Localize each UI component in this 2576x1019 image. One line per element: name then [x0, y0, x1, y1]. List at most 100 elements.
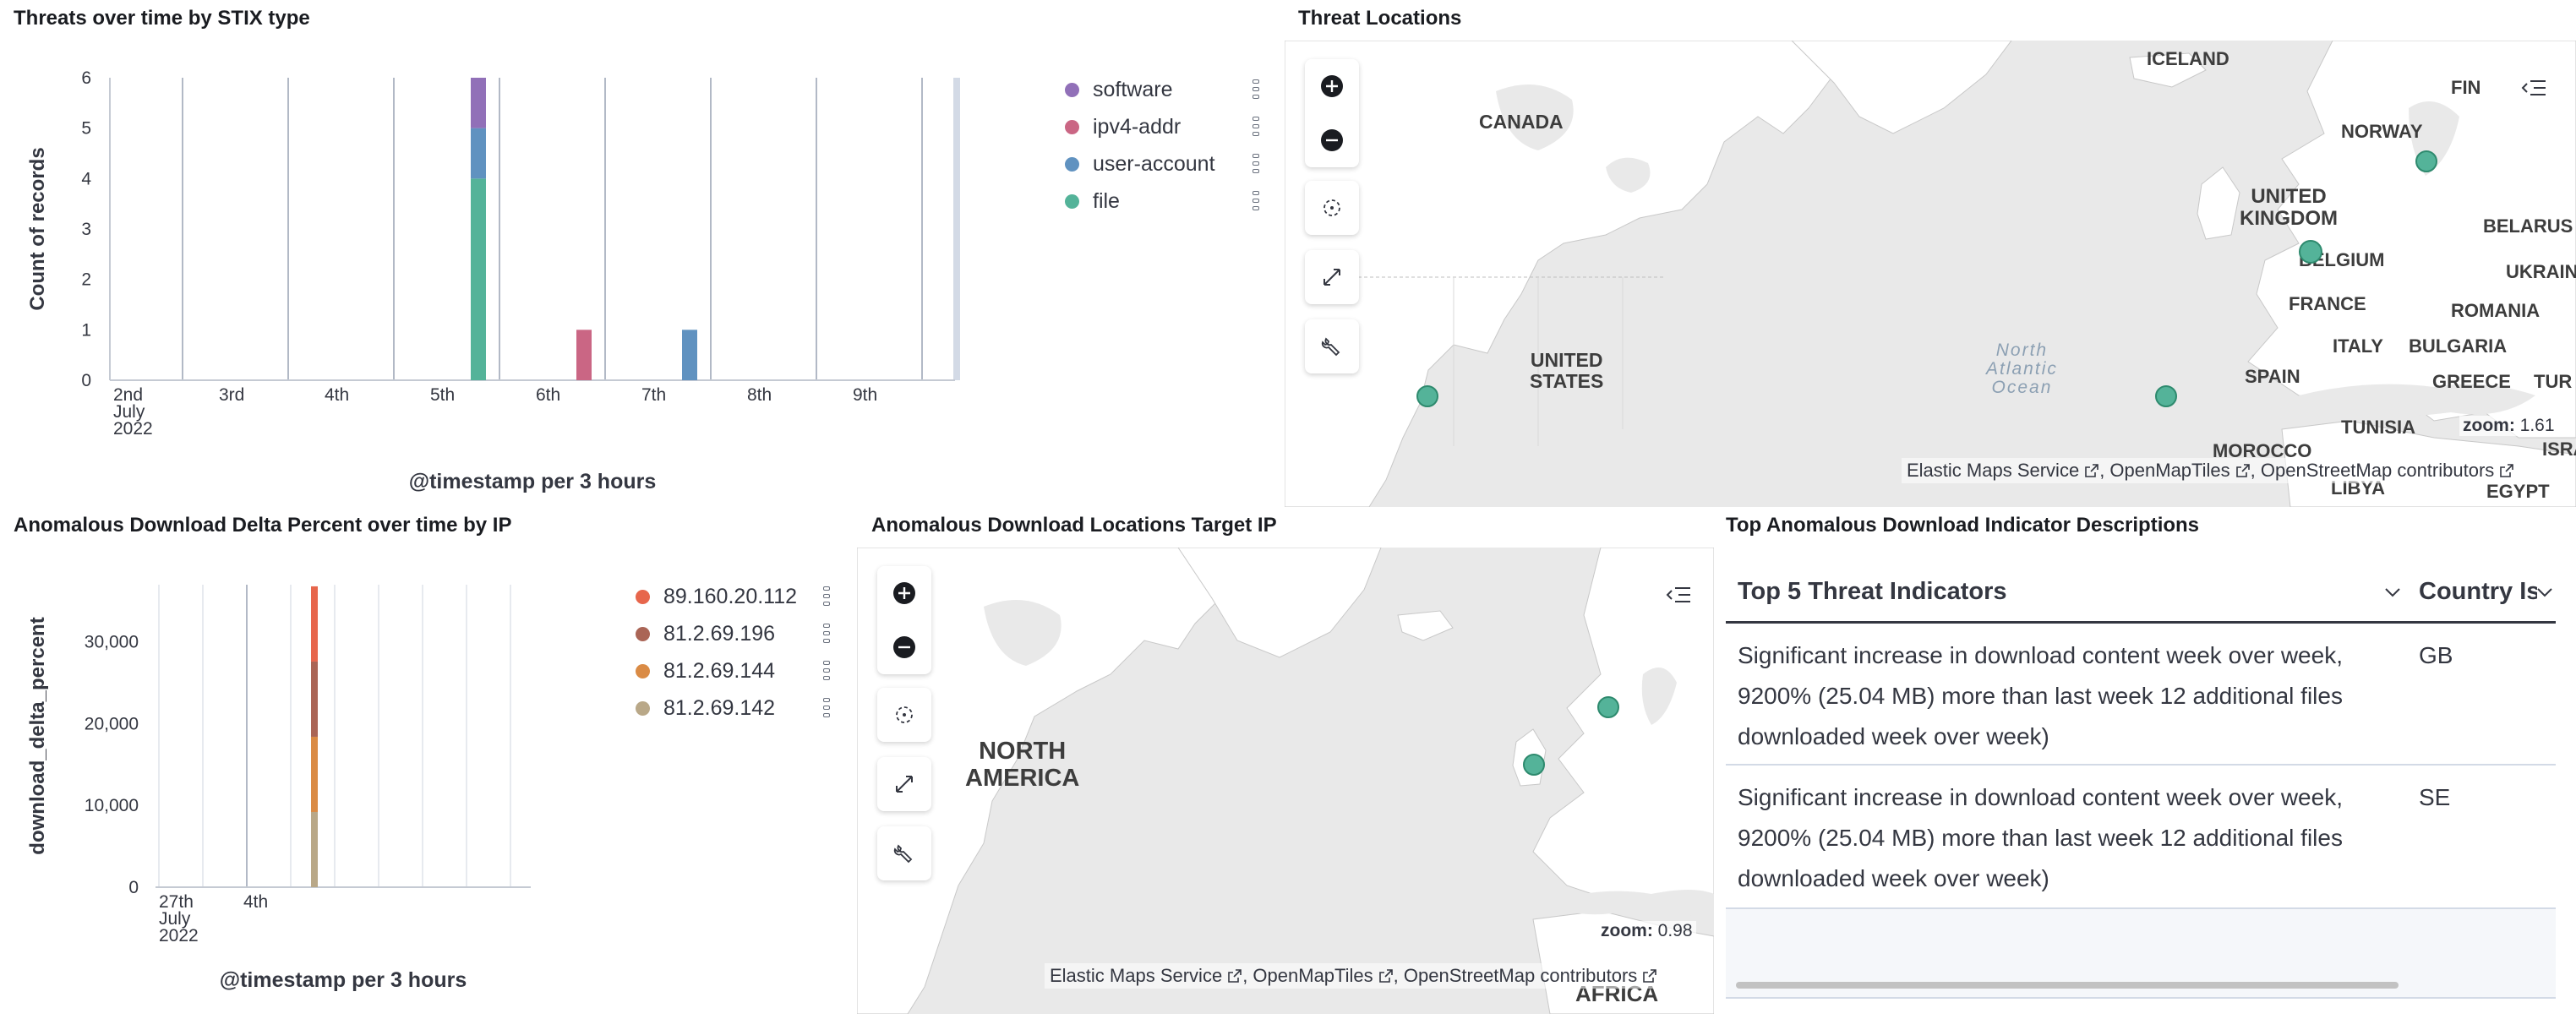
threats-chart-title: Threats over time by STIX type: [14, 7, 310, 30]
crosshair-icon: [1323, 199, 1340, 216]
legend-item-81.2.69.142[interactable]: 81.2.69.142: [636, 691, 775, 725]
attribution-elastic-link[interactable]: Elastic Maps Service: [1907, 460, 2080, 481]
legend-item-81.2.69.196[interactable]: 81.2.69.196: [636, 617, 775, 651]
x-tick-label: 3rd: [219, 385, 244, 405]
zoom-out-button[interactable]: [1305, 113, 1359, 167]
x-axis-title: @timestamp per 3 hours: [220, 968, 467, 992]
attribution-osm-link[interactable]: OpenStreetMap contributors: [1403, 965, 1638, 986]
map1-label-united-states: UNITED STATES: [1530, 349, 1604, 393]
country-cell: SE: [2419, 784, 2451, 810]
legend-color-dot: [636, 626, 650, 641]
tools-button[interactable]: [877, 826, 931, 880]
table-horizontal-scrollbar[interactable]: [1736, 982, 2399, 989]
map2-zoom-readout: zoom: 0.98: [1597, 921, 1696, 941]
table-row: Significant increase in download content…: [1726, 766, 2556, 909]
wrench-icon: [1321, 337, 1340, 357]
column-header-indicators[interactable]: Top 5 Threat Indicators: [1738, 578, 2007, 605]
bar-user-account: [471, 128, 486, 179]
map1-layers-toggle[interactable]: [2520, 76, 2547, 104]
bar-ipv4-addr: [576, 330, 592, 380]
map1-label-turkey: TUR: [2534, 371, 2573, 392]
map1-label-tunisia: TUNISIA: [2341, 417, 2415, 438]
minus-circle-icon: [1321, 129, 1343, 151]
legend-action-menu-icon[interactable]: [823, 624, 830, 644]
map1-label-egypt: EGYPT: [2486, 481, 2550, 502]
map1-attribution: Elastic Maps Service, OpenMapTiles, Open…: [1902, 458, 2520, 483]
fullscreen-button[interactable]: [1305, 250, 1359, 304]
attribution-osm-link[interactable]: OpenStreetMap contributors: [2260, 460, 2495, 481]
zoom-value: 0.98: [1657, 921, 1693, 940]
legend-item-89.160.20.112[interactable]: 89.160.20.112: [636, 580, 797, 613]
legend-color-dot: [636, 700, 650, 716]
x-tick-label: 2nd: [113, 385, 143, 405]
legend-action-menu-icon[interactable]: [1253, 79, 1259, 100]
y-tick-label: 20,000: [85, 714, 139, 733]
legend-label: 89.160.20.112: [663, 584, 798, 608]
legend-action-menu-icon[interactable]: [1253, 117, 1259, 137]
legend-item-file[interactable]: file: [1065, 184, 1120, 218]
map2-label-north-america: NORTH AMERICA: [965, 738, 1080, 792]
zoom-in-button[interactable]: [877, 566, 931, 620]
legend-label: user-account: [1093, 151, 1215, 176]
set-view-button[interactable]: [1305, 181, 1359, 235]
tools-button[interactable]: [1305, 319, 1359, 373]
map2-attribution: Elastic Maps Service, OpenMapTiles, Open…: [1045, 963, 1663, 989]
threat-location-point[interactable]: [2415, 150, 2437, 172]
anomalous-location-point[interactable]: [1597, 696, 1619, 718]
y-tick-label: 3: [81, 220, 91, 239]
legend-label: 81.2.69.196: [663, 621, 776, 646]
external-link-icon: [2085, 464, 2098, 477]
bar-81.2.69.144: [311, 736, 318, 812]
threat-location-point[interactable]: [2155, 385, 2177, 407]
legend-item-81.2.69.144[interactable]: 81.2.69.144: [636, 654, 775, 688]
y-tick-label: 2: [81, 270, 91, 290]
legend-action-menu-icon[interactable]: [1253, 191, 1259, 211]
attribution-openmaptiles-link[interactable]: OpenMapTiles: [1253, 965, 1373, 986]
map1-label-iceland: ICELAND: [2147, 48, 2229, 69]
chevron-down-icon[interactable]: [2383, 585, 2402, 600]
map1-label-ukraine: UKRAIN: [2506, 261, 2576, 282]
fullscreen-button[interactable]: [877, 757, 931, 811]
attribution-openmaptiles-link[interactable]: OpenMapTiles: [2109, 460, 2230, 481]
map1-label-bulgaria: BULGARIA: [2409, 335, 2508, 357]
indicator-description: Significant increase in download content…: [1738, 784, 2343, 891]
wrench-icon: [893, 844, 913, 864]
map1-label-fin: FIN: [2451, 77, 2481, 98]
anomalous-locations-map[interactable]: NORTH AMERICA AFRICA zoom: 0.98 Elastic …: [857, 548, 1714, 1014]
set-view-button[interactable]: [877, 688, 931, 742]
legend-item-software[interactable]: software: [1065, 73, 1172, 106]
legend-color-dot: [1065, 156, 1079, 172]
indicator-description: Significant increase in download content…: [1738, 642, 2343, 749]
legend-color-dot: [1065, 119, 1079, 134]
legend-action-menu-icon[interactable]: [823, 586, 830, 607]
anomalous-chart-title: Anomalous Download Delta Percent over ti…: [14, 514, 512, 537]
map1-label-morocco: MOROCCO: [2213, 440, 2312, 461]
zoom-in-button[interactable]: [1305, 59, 1359, 113]
legend-action-menu-icon[interactable]: [1253, 154, 1259, 174]
x-tick-label: 6th: [536, 385, 560, 405]
map1-label-italy: ITALY: [2333, 335, 2383, 357]
legend-item-ipv4-addr[interactable]: ipv4-addr: [1065, 110, 1181, 144]
legend-action-menu-icon[interactable]: [823, 661, 830, 681]
threat-location-point[interactable]: [1416, 385, 1438, 407]
y-tick-label: 6: [81, 68, 91, 88]
zoom-out-button[interactable]: [877, 620, 931, 674]
x-tick-sublabel: July: [113, 402, 145, 422]
anomalous-location-point[interactable]: [1523, 754, 1545, 776]
map2-layers-toggle[interactable]: [1665, 583, 1692, 611]
chevron-down-icon[interactable]: [2535, 585, 2554, 600]
x-tick-label: 5th: [430, 385, 455, 405]
country-cell: GB: [2419, 642, 2453, 668]
column-header-country[interactable]: Country Is: [2419, 578, 2537, 605]
x-tick-sublabel: 2022: [159, 926, 199, 945]
legend-action-menu-icon[interactable]: [823, 698, 830, 718]
legend-color-dot: [636, 589, 650, 604]
map1-label-belarus: BELARUS: [2483, 215, 2573, 237]
attribution-elastic-link[interactable]: Elastic Maps Service: [1050, 965, 1223, 986]
threat-location-point[interactable]: [2299, 240, 2322, 264]
threat-locations-map[interactable]: ICELAND CANADA NORWAY FIN UNITED KINGDOM…: [1285, 41, 2576, 507]
legend-label: ipv4-addr: [1093, 114, 1182, 139]
map1-label-canada: CANADA: [1479, 111, 1564, 133]
legend-item-user-account[interactable]: user-account: [1065, 147, 1215, 181]
